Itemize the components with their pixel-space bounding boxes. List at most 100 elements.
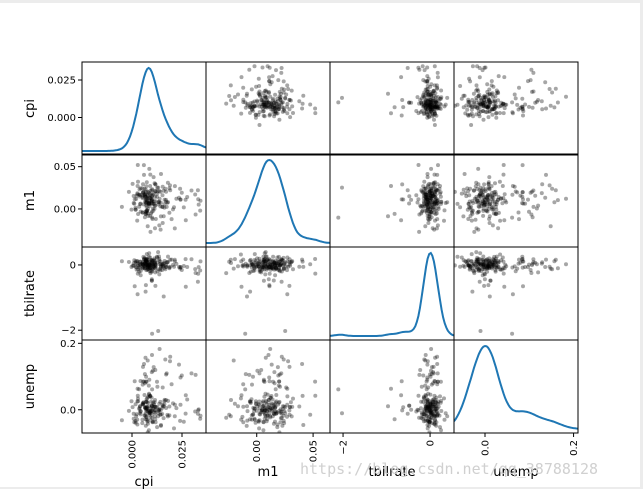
scatter-point [435, 198, 440, 203]
scatter-point [288, 405, 293, 410]
scatter-point [143, 405, 147, 410]
scatter-point [424, 379, 429, 384]
scatter-point [248, 263, 252, 268]
scatter-point [153, 182, 158, 187]
scatter-point [490, 223, 495, 228]
scatter-point [172, 426, 176, 431]
scatter-point [158, 268, 163, 273]
scatter-point [489, 265, 494, 270]
scatter-point [265, 266, 270, 271]
scatter-point [482, 65, 487, 70]
scatter-point [422, 204, 427, 209]
scatter-point [308, 262, 313, 267]
scatter-point [266, 407, 271, 412]
scatter-point [152, 265, 157, 270]
scatter-point [147, 202, 152, 207]
scatter-point [149, 409, 154, 413]
scatter-point [427, 102, 432, 107]
scatter-point [258, 102, 263, 107]
scatter-point [245, 294, 249, 299]
scatter-point [172, 257, 177, 262]
scatter-point [193, 212, 198, 217]
scatter-point [153, 398, 157, 402]
scatter-point [428, 209, 433, 214]
scatter-point [553, 86, 558, 91]
scatter-point [181, 205, 186, 210]
scatter-point [468, 214, 473, 218]
scatter-point [481, 262, 486, 267]
scatter-point [434, 423, 439, 428]
scatter-point [253, 259, 258, 264]
scatter-point [477, 197, 482, 202]
scatter-point [486, 260, 491, 265]
scatter-point [146, 264, 150, 269]
scatter-point [255, 256, 260, 261]
scatter-point [119, 418, 124, 423]
scatter-point [131, 416, 136, 421]
scatter-point [267, 257, 272, 262]
scatter-point [428, 189, 433, 194]
scatter-point [439, 200, 444, 205]
scatter-point [148, 394, 153, 399]
scatter-point [493, 260, 497, 265]
scatter-point [478, 185, 483, 190]
scatter-point [483, 104, 488, 109]
scatter-point [248, 399, 253, 404]
scatter-point [442, 218, 446, 223]
scatter-point [424, 87, 429, 92]
scatter-point [145, 211, 150, 216]
scatter-point [167, 265, 172, 270]
scatter-point [485, 195, 490, 200]
panel-frame [453, 61, 579, 156]
scatter-point [261, 258, 266, 263]
scatter-point [145, 208, 150, 213]
scatter-point [148, 262, 153, 266]
scatter-point [429, 204, 434, 209]
scatter-point [476, 55, 480, 59]
scatter-point [189, 257, 194, 262]
scatter-point [487, 214, 492, 219]
scatter-point [273, 387, 278, 392]
scatter-point [487, 221, 492, 225]
scatter-point [493, 181, 497, 186]
scatter-point [422, 408, 427, 413]
scatter-point [254, 262, 259, 267]
scatter-point [174, 261, 179, 266]
scatter-point [278, 384, 282, 389]
scatter-point [429, 92, 434, 97]
scatter-point [267, 375, 272, 380]
scatter-point [487, 259, 492, 264]
scatter-point [196, 197, 201, 202]
scatter-point [487, 256, 492, 261]
scatter-point [482, 265, 487, 270]
scatter-point [129, 399, 134, 404]
scatter-point [521, 197, 525, 202]
scatter-point [435, 200, 440, 205]
scatter-point [442, 104, 447, 109]
scatter-point [266, 91, 271, 96]
scatter-point [185, 195, 190, 199]
scatter-point [148, 415, 153, 420]
scatter-point [433, 105, 438, 110]
scatter-point [196, 202, 201, 207]
scatter-point [179, 268, 184, 272]
scatter-point [146, 383, 151, 388]
scatter-point [521, 284, 525, 289]
scatter-point [239, 393, 244, 398]
scatter-point [428, 408, 433, 413]
scatter-point [470, 208, 475, 213]
scatter-point [477, 279, 482, 284]
scatter-point [247, 105, 252, 110]
scatter-point [157, 257, 162, 262]
scatter-point [150, 387, 155, 392]
scatter-point [288, 400, 293, 405]
scatter-point [262, 114, 267, 119]
scatter-point [275, 410, 280, 415]
scatter-point [285, 386, 290, 391]
scatter-point [153, 262, 158, 267]
scatter-point [427, 189, 432, 194]
scatter-point [479, 191, 484, 196]
scatter-point [510, 215, 515, 220]
scatter-point [486, 104, 491, 109]
scatter-point [486, 259, 491, 264]
